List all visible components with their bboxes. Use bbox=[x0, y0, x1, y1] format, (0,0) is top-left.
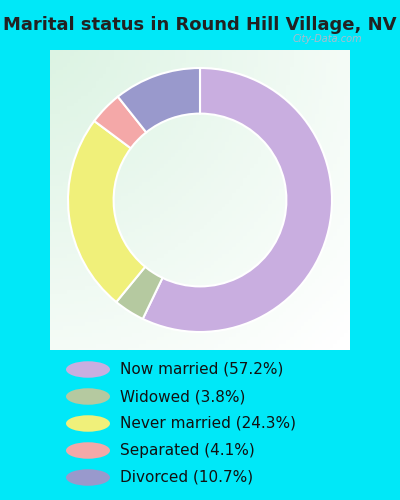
Wedge shape bbox=[116, 267, 162, 319]
Circle shape bbox=[66, 415, 110, 432]
Wedge shape bbox=[143, 68, 332, 332]
Wedge shape bbox=[118, 68, 200, 132]
Text: Widowed (3.8%): Widowed (3.8%) bbox=[120, 389, 245, 404]
Circle shape bbox=[66, 442, 110, 459]
Text: Now married (57.2%): Now married (57.2%) bbox=[120, 362, 283, 377]
Wedge shape bbox=[94, 96, 146, 148]
Text: Never married (24.3%): Never married (24.3%) bbox=[120, 416, 296, 431]
Text: Marital status in Round Hill Village, NV: Marital status in Round Hill Village, NV bbox=[3, 16, 397, 34]
Circle shape bbox=[66, 469, 110, 486]
Wedge shape bbox=[68, 121, 145, 302]
Text: Separated (4.1%): Separated (4.1%) bbox=[120, 443, 255, 458]
Text: City-Data.com: City-Data.com bbox=[292, 34, 362, 44]
Text: Divorced (10.7%): Divorced (10.7%) bbox=[120, 470, 253, 485]
Circle shape bbox=[66, 388, 110, 405]
Circle shape bbox=[66, 361, 110, 378]
